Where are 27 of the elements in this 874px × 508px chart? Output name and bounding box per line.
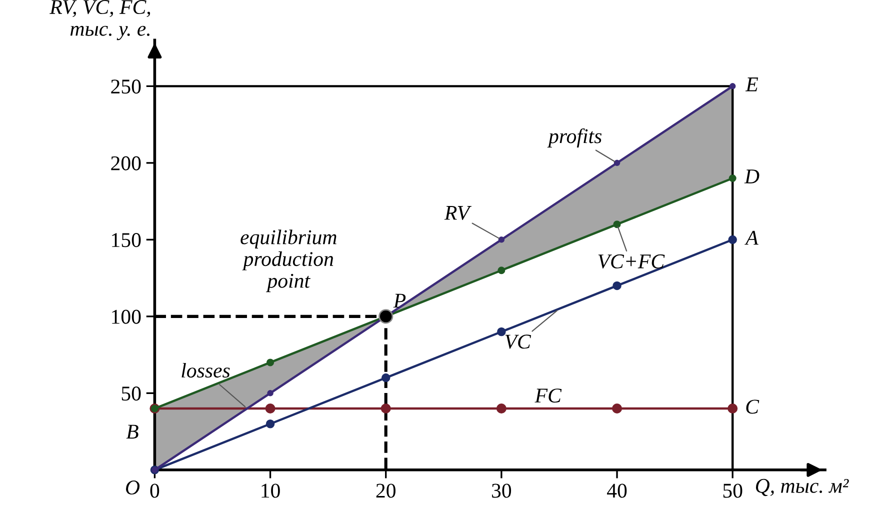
y-tick-label: 100: [112, 310, 141, 324]
x-tick-label: 20: [376, 484, 396, 498]
annotation: VC+FC: [598, 254, 665, 269]
x-tick-label: 30: [492, 484, 512, 498]
x-axis-title: Q, тыс. м²: [756, 478, 849, 496]
annotation: equilibrium production point: [240, 230, 336, 292]
x-tick-label: 50: [723, 484, 742, 498]
annotation: D: [744, 170, 760, 184]
annotation: O: [126, 480, 140, 495]
y-axis-title: RV, VC, FC, тыс. у. е.: [50, 0, 150, 40]
y-tick-label: 50: [122, 386, 141, 401]
annotation: profits: [547, 128, 602, 148]
y-tick-label: 200: [111, 156, 141, 170]
x-tick-label: 10: [262, 484, 280, 498]
annotation: A: [744, 230, 758, 245]
annotation: losses: [182, 362, 230, 378]
annotation: C: [746, 400, 760, 414]
y-tick-label: 150: [112, 233, 141, 248]
annotation: E: [745, 78, 758, 92]
annotation: FC: [534, 388, 562, 403]
annotation: B: [126, 424, 138, 439]
x-tick-label: 0: [150, 484, 160, 498]
y-tick-label: 250: [111, 80, 141, 94]
annotation: VC: [505, 334, 532, 349]
x-tick-label: 40: [607, 484, 627, 498]
annotation: P: [393, 294, 406, 308]
annotation: RV: [444, 206, 472, 220]
